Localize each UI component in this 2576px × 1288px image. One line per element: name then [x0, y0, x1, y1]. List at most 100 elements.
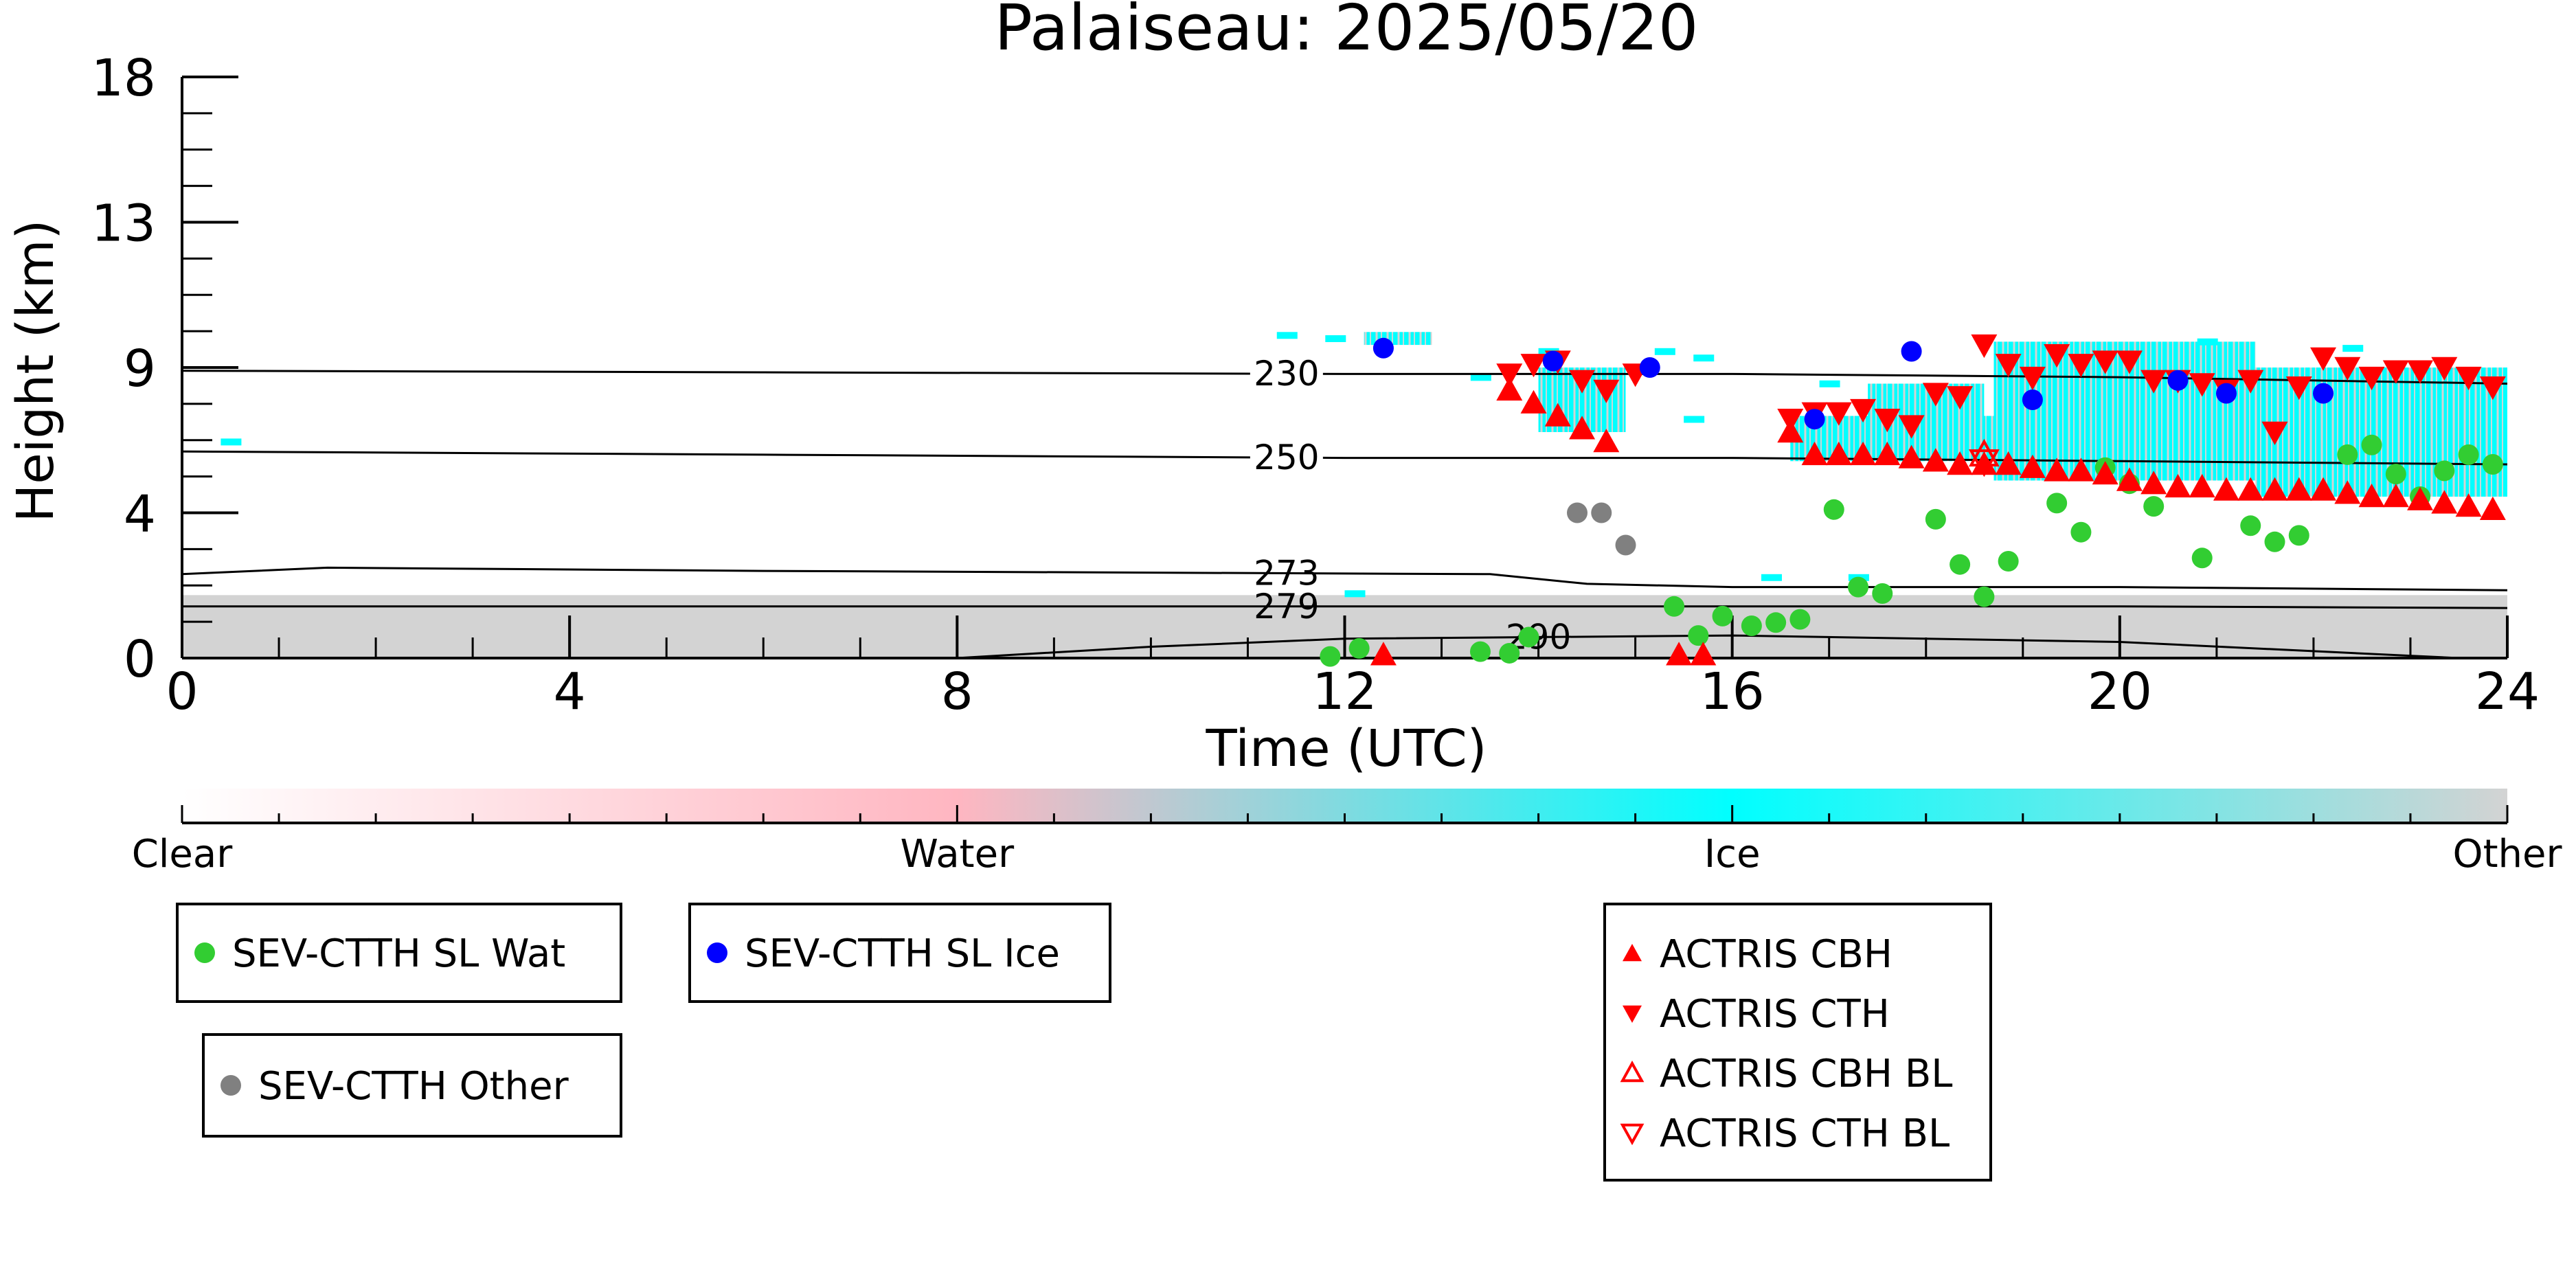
legend-marker — [194, 942, 215, 963]
data-point — [1666, 642, 1693, 666]
data-point — [2458, 444, 2479, 465]
data-point — [1593, 379, 1620, 403]
data-point — [2385, 464, 2406, 485]
data-point — [1874, 441, 1901, 466]
legend-label: ACTRIS CBH — [1660, 932, 1893, 977]
data-point — [1898, 415, 1925, 439]
data-point — [2116, 467, 2143, 491]
legend-label: ACTRIS CBH BL — [1660, 1052, 1952, 1096]
ice-cloud-area — [1364, 332, 1432, 346]
data-point — [1971, 451, 1998, 475]
data-point — [1801, 441, 1828, 466]
legend-box: SEV-CTTH SL Wat — [176, 903, 622, 1003]
isoline-279 — [182, 605, 2508, 609]
legend-frame — [176, 903, 622, 1003]
y-tick-label: 13 — [91, 194, 156, 253]
x-tick-label: 8 — [941, 662, 973, 721]
data-point — [1995, 451, 2022, 475]
data-point — [1544, 403, 1571, 427]
isoline-label: 279 — [1254, 587, 1319, 626]
data-point — [2240, 515, 2261, 536]
data-point — [2334, 480, 2361, 504]
data-point — [2455, 366, 2482, 391]
data-point — [2455, 493, 2482, 517]
data-point — [2407, 486, 2434, 510]
data-point — [2140, 471, 2167, 495]
data-point — [1370, 642, 1397, 666]
data-point — [2046, 493, 2068, 514]
data-point — [1593, 429, 1620, 453]
legend: SEV-CTTH SL Wat SEV-CTTH SL Ice SEV-CTTH O… — [176, 903, 1992, 1182]
data-point — [2358, 366, 2385, 391]
isoline-273 — [181, 566, 2508, 591]
data-point — [1850, 398, 1877, 423]
data-point — [1615, 534, 1636, 556]
data-point — [1348, 637, 1370, 659]
data-point — [1496, 376, 1523, 401]
y-tick-label: 9 — [124, 339, 156, 398]
x-tick-label: 16 — [1700, 662, 1765, 721]
data-point — [2044, 457, 2070, 482]
data-point — [1971, 334, 1998, 359]
ice-speck — [1325, 335, 1346, 342]
isoline-label: 273 — [1254, 553, 1319, 593]
data-point — [2165, 473, 2191, 498]
legend-marker — [1620, 1123, 1645, 1146]
data-point — [1922, 383, 1949, 407]
data-point — [1569, 370, 1596, 394]
data-point — [2140, 370, 2167, 394]
legend-label: ACTRIS CTH BL — [1660, 1111, 1950, 1156]
legend-marker — [707, 942, 727, 963]
colorbar-label: Ice — [1704, 832, 1761, 877]
legend-label: SEV-CTTH Other — [258, 1064, 569, 1109]
ice-speck — [2342, 345, 2364, 352]
colorbar-label: Other — [2452, 832, 2562, 877]
data-point — [2237, 477, 2264, 501]
ice-speck — [2197, 338, 2218, 346]
y-tick-label: 18 — [91, 49, 156, 108]
data-point — [1518, 626, 1539, 648]
data-point — [1567, 502, 1588, 523]
plot-axes: 0 4 8 12 16 20 24 0 4 9 13 18 — [91, 49, 2540, 721]
chart-title: Palaiseau: 2025/05/20 — [995, 0, 1699, 65]
data-point — [2022, 389, 2043, 410]
data-point — [2310, 347, 2337, 371]
data-point — [1947, 451, 1974, 475]
data-point — [1825, 441, 1852, 466]
data-point — [2189, 373, 2215, 397]
data-point — [1520, 389, 1547, 414]
x-tick-label: 0 — [166, 662, 198, 721]
data-point — [1712, 605, 1733, 626]
ice-speck — [1276, 332, 1298, 339]
legend-box: SEV-CTTH SL Ice — [688, 903, 1111, 1003]
data-point — [2285, 376, 2312, 400]
data-point — [1765, 612, 1787, 633]
data-point — [2068, 457, 2094, 482]
data-point — [2092, 350, 2119, 374]
data-point — [2044, 344, 2070, 368]
data-point — [1688, 625, 1709, 646]
data-point — [2382, 360, 2409, 384]
data-point — [1591, 502, 1612, 523]
data-point — [1922, 448, 1949, 472]
data-point — [1995, 354, 2022, 378]
data-point — [1850, 441, 1877, 466]
data-point — [2334, 357, 2361, 381]
data-point — [2361, 434, 2382, 455]
ice-speck — [221, 438, 242, 446]
legend-frame — [202, 1033, 622, 1138]
data-point — [2479, 496, 2506, 520]
data-point — [2285, 477, 2312, 501]
x-axis-title: Time (UTC) — [1205, 719, 1487, 778]
data-point — [2191, 547, 2213, 569]
x-tick-label: 24 — [2475, 662, 2540, 721]
legend-frame — [1603, 903, 1992, 1182]
data-point — [1974, 586, 1995, 607]
legend-marker — [1623, 1005, 1642, 1023]
data-point — [2070, 521, 2092, 543]
data-point — [1874, 409, 1901, 433]
data-point — [1690, 642, 1717, 666]
data-points — [1320, 334, 2506, 667]
data-point — [2261, 477, 2288, 501]
legend-label: SEV-CTTH SL Wat — [232, 931, 565, 976]
